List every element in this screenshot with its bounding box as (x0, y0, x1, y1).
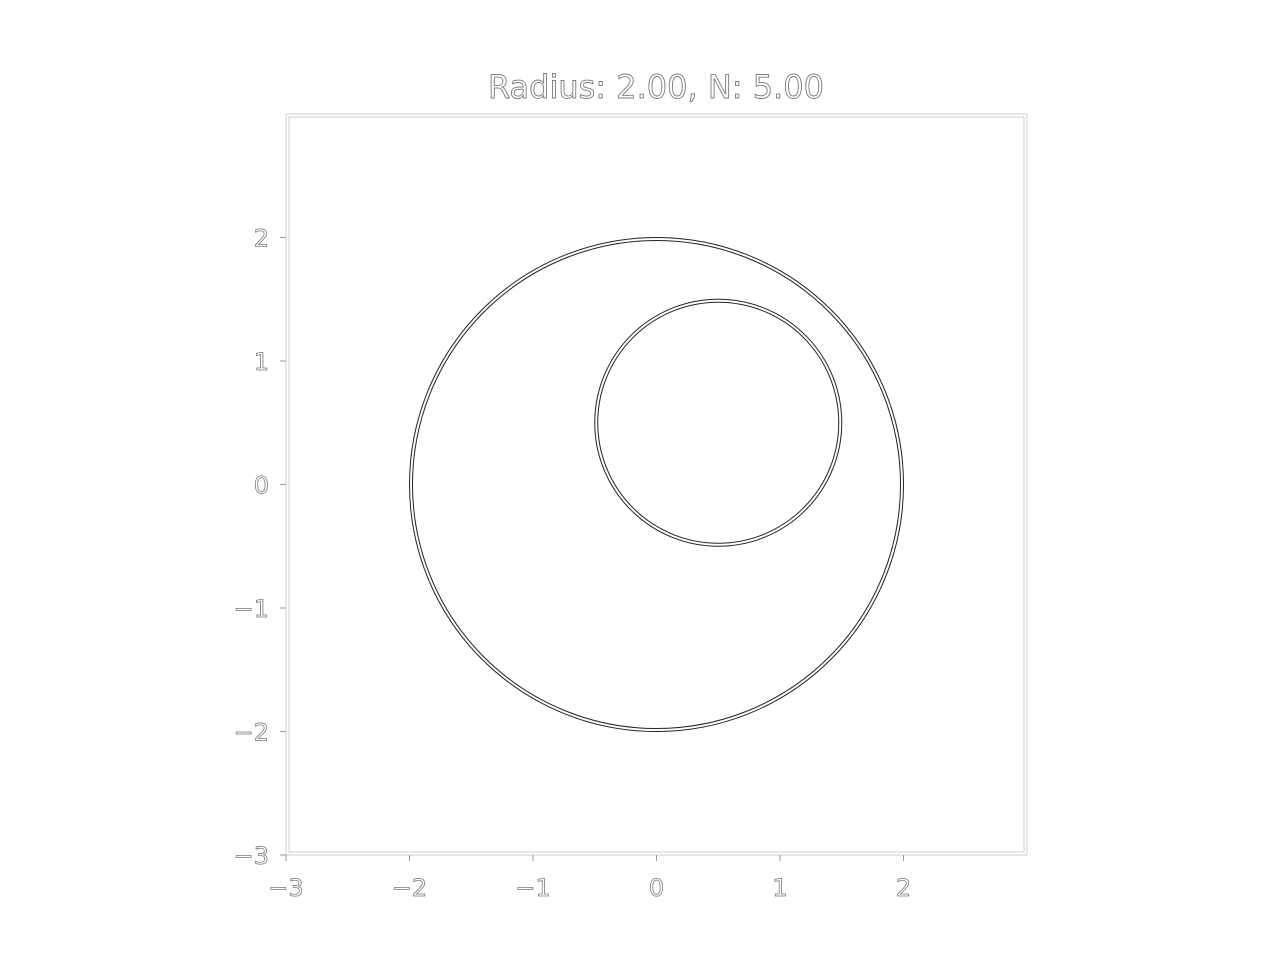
x-tick-label: 2 (896, 874, 911, 902)
circle-outline-2 (594, 298, 843, 547)
circle-group (409, 237, 904, 732)
y-tick-label: 2 (254, 225, 269, 253)
x-tick-label: −1 (515, 874, 550, 902)
plot-area (285, 113, 1028, 856)
y-axis: 2 1 0 −1 −2 −3 (233, 224, 286, 870)
y-tick-label: 1 (254, 348, 269, 376)
x-tick-label: −3 (268, 874, 303, 902)
chart-title: Radius: 2.00, N: 5.00 (488, 68, 824, 106)
plot-frame (285, 113, 1028, 856)
circle-inner-edge-2 (597, 301, 840, 544)
x-tick-label: −2 (392, 874, 427, 902)
y-tick-label: −1 (234, 595, 269, 623)
y-tick-label: −3 (234, 842, 269, 870)
y-tick-label: −2 (234, 719, 269, 747)
x-axis: −3 −2 −1 0 1 2 (268, 855, 912, 902)
circle-inner-edge-1 (412, 240, 901, 729)
x-tick-label: 1 (772, 874, 787, 902)
circle-outline-1 (409, 237, 904, 732)
y-tick-label: 0 (254, 472, 269, 500)
plot-frame-inner (288, 116, 1025, 853)
x-tick-label: 0 (649, 874, 664, 902)
